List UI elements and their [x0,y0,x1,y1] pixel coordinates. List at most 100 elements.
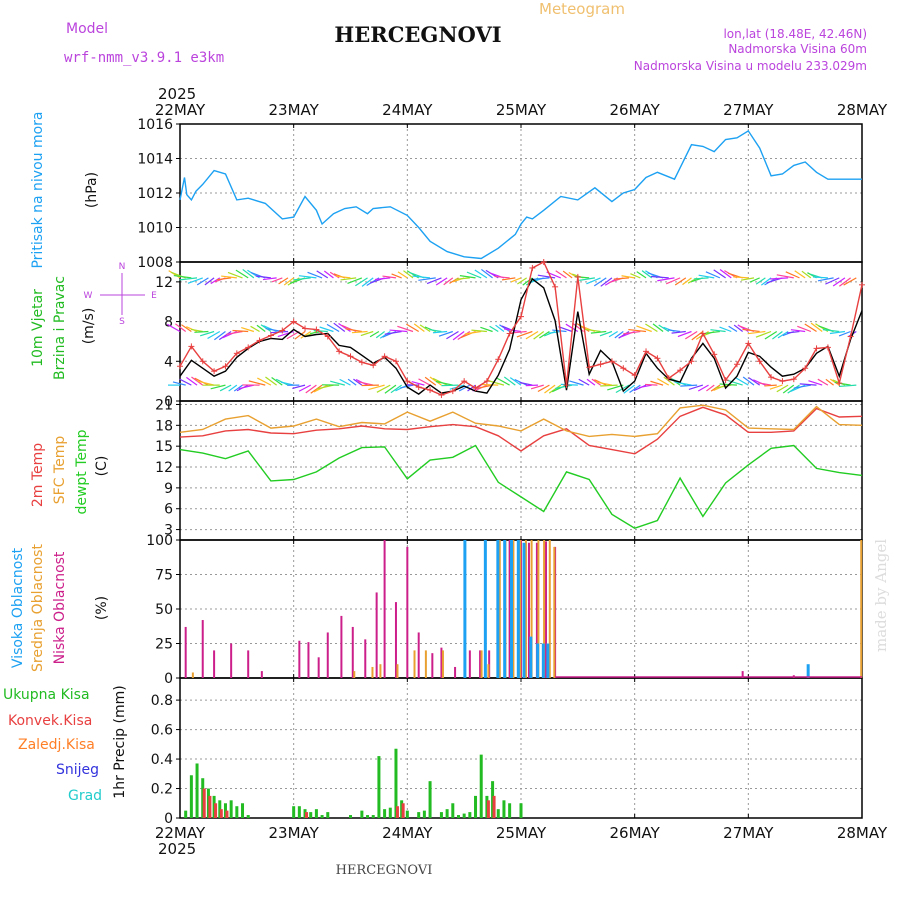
cloud-bar-srednja [396,664,399,678]
wind-barb [298,384,311,392]
precip-bar-ukupna-kisa [189,775,193,818]
wind-barb [636,271,647,279]
wind-barb [457,330,471,340]
wind-barb [764,330,778,340]
y-tick-label: 100 [146,533,173,549]
series-line-sfc-temp [179,404,863,438]
wind-barb [355,277,368,287]
y-tick-label: 75 [155,568,173,584]
wind-barb [813,276,828,279]
wind-barb [347,277,363,285]
wind-barb [316,384,334,390]
wind-barb [360,330,374,337]
precip-bar-ukupna-kisa [422,810,426,818]
wind-barb [537,274,556,279]
wind-barb [600,277,613,287]
wind-barb [307,271,323,279]
wind-barb [418,378,431,386]
wind-barb [764,384,777,387]
wind-barb [481,268,493,279]
wind-barb [777,330,789,339]
wind-barb [804,323,817,333]
cloud-bar-visoka [463,540,467,678]
cloud-bar-visoka [529,636,533,678]
cloud-bar-niska [545,541,548,678]
day-label-bottom: 26MAY [610,824,661,842]
precip-bar-konvek-kisa [219,809,223,818]
cloud-bar-niska [417,632,420,678]
temp-unit: (C) [94,456,110,477]
wind-barb [758,382,772,386]
y-tick-label: 0 [164,671,173,687]
y-tick-label: 18 [155,418,173,434]
wind-barb [600,384,618,387]
wind-barb [256,324,266,332]
precip-bar-ukupna-kisa [519,803,523,818]
cloud-ylabel-high: Visoka Oblacnost [10,547,26,668]
precip-bar-ukupna-kisa [195,763,199,818]
wind-barb [822,329,840,333]
compass-north: N [119,262,126,272]
precip-bar-ukupna-kisa [241,803,245,818]
wind-barb [558,326,573,333]
wind-barb [503,376,516,386]
y-tick-label: 6 [164,502,173,518]
wind-barb [238,384,255,390]
y-tick-label: 1014 [137,152,173,168]
wind-barb [330,380,345,386]
wind-barb [464,330,482,335]
wind-barb [418,277,436,281]
y-tick-label: 9 [164,481,173,497]
wind-barb [629,384,641,394]
cloud-bar-srednja [424,650,427,678]
wind-barb [227,271,243,279]
wind-barb [412,275,431,279]
wind-barb [705,271,721,279]
wind-barb [298,275,317,279]
cloud-bar-srednja [553,546,556,678]
cloud-bar-srednja [413,650,416,678]
wind-barb [197,380,215,386]
wind-barb [316,270,329,279]
day-label-top: 25MAY [496,101,547,119]
day-label-bottom: 23MAY [269,824,320,842]
precip-bar-konvek-kisa [395,806,399,818]
wind-barb [286,330,300,340]
precip-bar-ukupna-kisa [405,810,409,818]
wind-barb [682,277,692,286]
wind-barb [257,377,272,386]
cloud-bar-niska [394,602,397,678]
wind-barb [586,277,601,285]
wind-barb [772,331,783,340]
wind-barb [786,330,800,334]
cloud-bar-niska [508,540,511,678]
wind-barb [749,277,760,283]
wind-barb [196,277,209,286]
wind-barb [443,277,454,286]
precip-bar-ukupna-kisa [456,815,460,818]
wind-barb [608,330,618,338]
wind-barb [530,384,544,390]
wind-barb [623,384,636,394]
wind-barb [411,381,425,386]
wind-barb [339,378,351,386]
wind-barb [782,384,795,394]
y-tick-label: 0.6 [151,723,173,739]
wind-barb [216,277,232,281]
wind-barb [810,322,823,332]
wind-barb [630,273,641,279]
precip-bar-ukupna-kisa [297,806,301,818]
wind-barb [539,330,550,339]
wind-barb [793,384,811,389]
wind-barb [719,268,732,279]
wind-barb [403,270,414,279]
wind-barb [368,384,385,391]
legend-snow: Snijeg [56,762,99,778]
cloud-ylabel-low: Niska Oblacnost [52,551,68,664]
wind-barb [477,384,493,389]
wind-barb [194,330,209,333]
wind-barb [691,331,704,341]
wind-barb [218,331,232,341]
precip-bar-ukupna-kisa [320,815,324,818]
